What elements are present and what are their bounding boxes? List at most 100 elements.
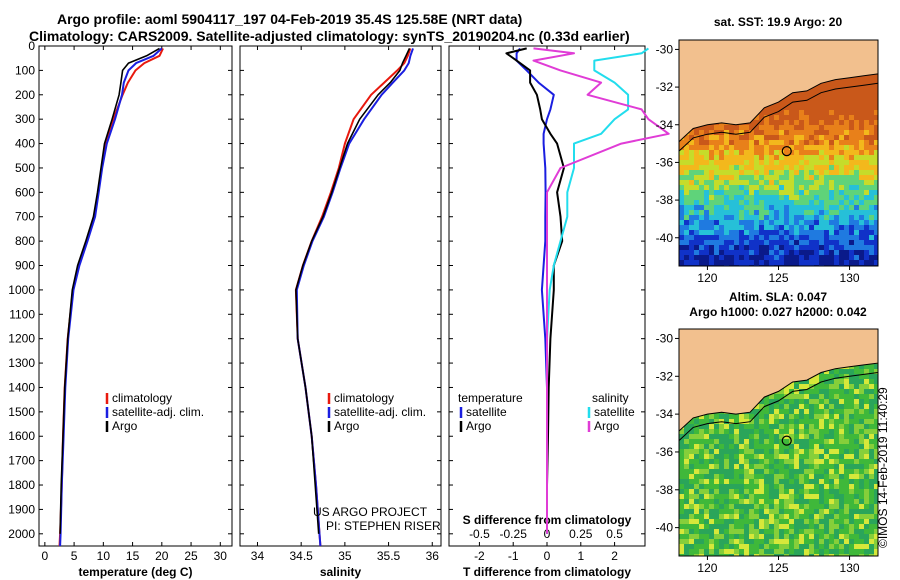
map-cell — [709, 160, 714, 165]
map-cell — [844, 554, 849, 556]
map-cell — [689, 449, 694, 454]
panel-salinity: 34 34.5 35 35.5 36salinityclimatologysatelli… — [239, 45, 442, 579]
map-cell — [734, 454, 739, 459]
map-cell — [699, 544, 704, 549]
map-cell — [749, 140, 754, 145]
map-cell — [749, 240, 754, 245]
map-cell — [789, 464, 794, 469]
y-tick-label: 600 — [15, 185, 35, 199]
map-cell — [794, 145, 799, 150]
map-cell — [794, 155, 799, 160]
map-cell — [804, 120, 809, 125]
map-cell — [794, 150, 799, 155]
map-cell — [679, 215, 684, 220]
map-cell — [754, 514, 759, 519]
lat-tick-label: -40 — [656, 521, 674, 535]
map-cell — [804, 250, 809, 255]
map-cell — [809, 534, 814, 539]
map-cell — [729, 459, 734, 464]
map-cell — [829, 454, 834, 459]
map-cell — [779, 230, 784, 235]
map-cell — [779, 534, 784, 539]
map-cell — [819, 85, 824, 90]
map-cell — [679, 529, 684, 534]
map-cell — [754, 469, 759, 474]
map-cell — [869, 150, 874, 155]
map-cell — [859, 145, 864, 150]
map-cell — [719, 235, 724, 240]
map-cell — [769, 409, 774, 414]
map-cell — [694, 469, 699, 474]
map-cell — [809, 135, 814, 140]
map-cell — [834, 509, 839, 514]
map-cell — [769, 554, 774, 556]
map-cell — [794, 514, 799, 519]
map-cell — [849, 240, 854, 245]
x-tick-label: 30 — [214, 549, 228, 563]
map-cell — [829, 225, 834, 230]
map-cell — [834, 399, 839, 404]
map-cell — [739, 449, 744, 454]
map-cell — [804, 479, 809, 484]
map-cell — [709, 150, 714, 155]
map-cell — [734, 145, 739, 150]
map-cell — [864, 90, 869, 95]
map-cell — [824, 379, 829, 384]
map-cell — [834, 494, 839, 499]
legend-label: Argo — [594, 419, 620, 433]
map-cell — [709, 479, 714, 484]
map-cell — [784, 394, 789, 399]
map-cell — [789, 539, 794, 544]
map-cell — [754, 459, 759, 464]
map-cell — [774, 235, 779, 240]
map-cell — [694, 464, 699, 469]
map-cell — [849, 544, 854, 549]
map-cell — [709, 549, 714, 554]
map-cell — [844, 504, 849, 509]
map-cell — [714, 519, 719, 524]
map-cell — [699, 554, 704, 556]
pi-credit: PI: STEPHEN RISER — [326, 519, 441, 533]
map-cell — [699, 190, 704, 195]
map-cell — [854, 90, 859, 95]
map-cell — [719, 529, 724, 534]
map-cell — [789, 175, 794, 180]
map-cell — [859, 225, 864, 230]
map-cell — [844, 499, 849, 504]
map-cell — [839, 85, 844, 90]
map-cell — [689, 554, 694, 556]
map-cell — [734, 484, 739, 489]
map-cell — [859, 384, 864, 389]
map-cell — [774, 240, 779, 245]
map-cell — [789, 389, 794, 394]
map-cell — [804, 175, 809, 180]
map-cell — [844, 180, 849, 185]
map-cell — [764, 434, 769, 439]
map-cell — [734, 135, 739, 140]
map-cell — [874, 230, 878, 235]
map-cell — [699, 195, 704, 200]
map-cell — [744, 245, 749, 250]
map-cell — [799, 240, 804, 245]
map-cell — [754, 135, 759, 140]
map-cell — [819, 479, 824, 484]
land — [679, 329, 878, 432]
map-cell — [694, 160, 699, 165]
map-cell — [874, 255, 878, 260]
map-cell — [704, 215, 709, 220]
map-cell — [724, 469, 729, 474]
map-cell — [734, 150, 739, 155]
map-cell — [799, 250, 804, 255]
map-cell — [809, 110, 814, 115]
map-cell — [864, 524, 869, 529]
map-cell — [829, 110, 834, 115]
map-cell — [769, 195, 774, 200]
map-cell — [839, 469, 844, 474]
map-cell — [689, 170, 694, 175]
map-cell — [829, 374, 834, 379]
map-cell — [804, 434, 809, 439]
map-cell — [804, 409, 809, 414]
legend-label: satellite-adj. clim. — [334, 405, 426, 419]
map-cell — [679, 200, 684, 205]
map-cell — [734, 160, 739, 165]
